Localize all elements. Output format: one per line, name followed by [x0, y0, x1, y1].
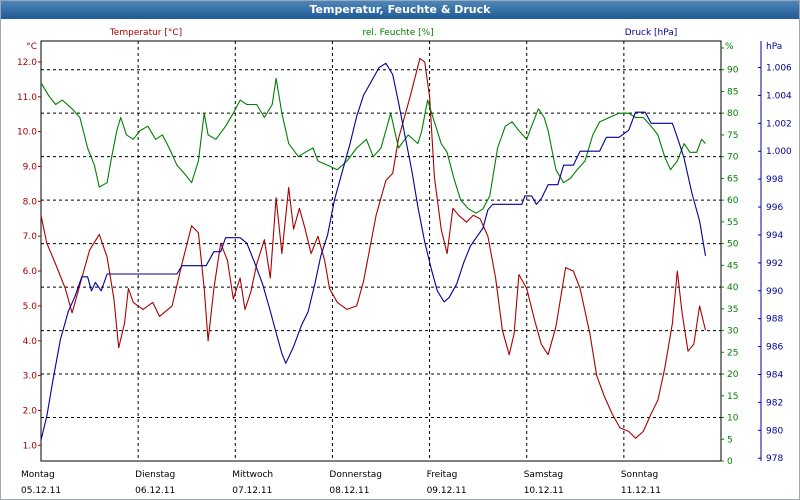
- pressure-tick-label: 1.004: [766, 91, 792, 101]
- day-label: Mittwoch: [232, 470, 273, 480]
- temperature-tick-label: 12.0: [17, 58, 37, 68]
- temperature-tick-label: 9.0: [23, 162, 38, 172]
- pressure-tick-label: 986: [766, 343, 783, 353]
- date-label: 09.12.11: [427, 486, 467, 496]
- pressure-tick-label: 1.006: [766, 64, 792, 74]
- date-label: 11.12.11: [621, 486, 661, 496]
- date-label: 10.12.11: [524, 486, 564, 496]
- pressure-tick-label: 1.002: [766, 119, 792, 129]
- legend-temperature: Temperatur [°C]: [109, 28, 182, 38]
- day-label: Donnerstag: [329, 470, 382, 480]
- humidity-tick-label: 10: [727, 414, 739, 424]
- humidity-tick-label: 25: [727, 348, 738, 358]
- pressure-tick-label: 992: [766, 259, 783, 269]
- temperature-tick-label: 7.0: [23, 232, 38, 242]
- humidity-tick-label: 15: [727, 392, 738, 402]
- day-label: Samstag: [524, 470, 563, 480]
- humidity-tick-label: 55: [727, 218, 738, 228]
- pressure-tick-label: 984: [766, 370, 783, 380]
- temperature-unit-label: °C: [26, 42, 37, 52]
- pressure-tick-label: 988: [766, 315, 783, 325]
- humidity-unit-label: %: [725, 42, 734, 52]
- legend-humidity: rel. Feuchte [%]: [362, 28, 433, 38]
- window-title: Temperatur, Feuchte & Druck: [1, 1, 799, 19]
- temperature-tick-label: 1.0: [23, 441, 38, 451]
- humidity-tick-label: 5: [727, 435, 733, 445]
- day-label: Montag: [21, 470, 55, 480]
- series-line-pressure: [40, 62, 707, 441]
- date-label: 07.12.11: [232, 486, 272, 496]
- humidity-tick-label: 90: [727, 66, 739, 76]
- date-label: 08.12.11: [329, 486, 369, 496]
- pressure-tick-label: 998: [766, 175, 783, 185]
- humidity-tick-label: 75: [727, 131, 738, 141]
- temperature-tick-label: 11.0: [17, 93, 37, 103]
- pressure-tick-label: 978: [766, 454, 783, 464]
- temperature-tick-label: 6.0: [23, 267, 38, 277]
- pressure-unit-label: hPa: [766, 42, 782, 52]
- humidity-tick-label: 0: [727, 457, 733, 467]
- temperature-tick-label: 8.0: [23, 197, 38, 207]
- humidity-tick-label: 65: [727, 174, 738, 184]
- pressure-tick-label: 996: [766, 203, 783, 213]
- series-line-temperature: [40, 57, 707, 439]
- temperature-tick-label: 5.0: [23, 302, 38, 312]
- humidity-tick-label: 40: [727, 283, 739, 293]
- humidity-tick-label: 85: [727, 87, 738, 97]
- humidity-tick-label: 70: [727, 153, 739, 163]
- day-label: Freitag: [427, 470, 458, 480]
- day-label: Dienstag: [135, 470, 175, 480]
- pressure-tick-label: 980: [766, 426, 783, 436]
- pressure-tick-label: 1.000: [766, 147, 792, 157]
- legend-pressure: Druck [hPa]: [625, 28, 678, 38]
- series-line-humidity: [40, 77, 706, 214]
- temperature-tick-label: 3.0: [23, 372, 38, 382]
- date-label: 05.12.11: [21, 486, 61, 496]
- plot-area: [40, 40, 722, 462]
- temperature-tick-label: 10.0: [17, 128, 37, 138]
- temperature-tick-label: 2.0: [23, 406, 38, 416]
- date-label: 06.12.11: [135, 486, 175, 496]
- humidity-tick-label: 45: [727, 261, 738, 271]
- pressure-tick-label: 994: [766, 231, 783, 241]
- humidity-tick-label: 30: [727, 327, 739, 337]
- pressure-tick-label: 982: [766, 398, 783, 408]
- temperature-tick-label: 4.0: [23, 337, 38, 347]
- humidity-tick-label: 35: [727, 305, 738, 315]
- day-label: Sonntag: [621, 470, 658, 480]
- humidity-tick-label: 60: [727, 196, 739, 206]
- humidity-tick-label: 80: [727, 109, 739, 119]
- pressure-tick-label: 990: [766, 287, 783, 297]
- humidity-tick-label: 50: [727, 240, 739, 250]
- humidity-tick-label: 20: [727, 370, 739, 380]
